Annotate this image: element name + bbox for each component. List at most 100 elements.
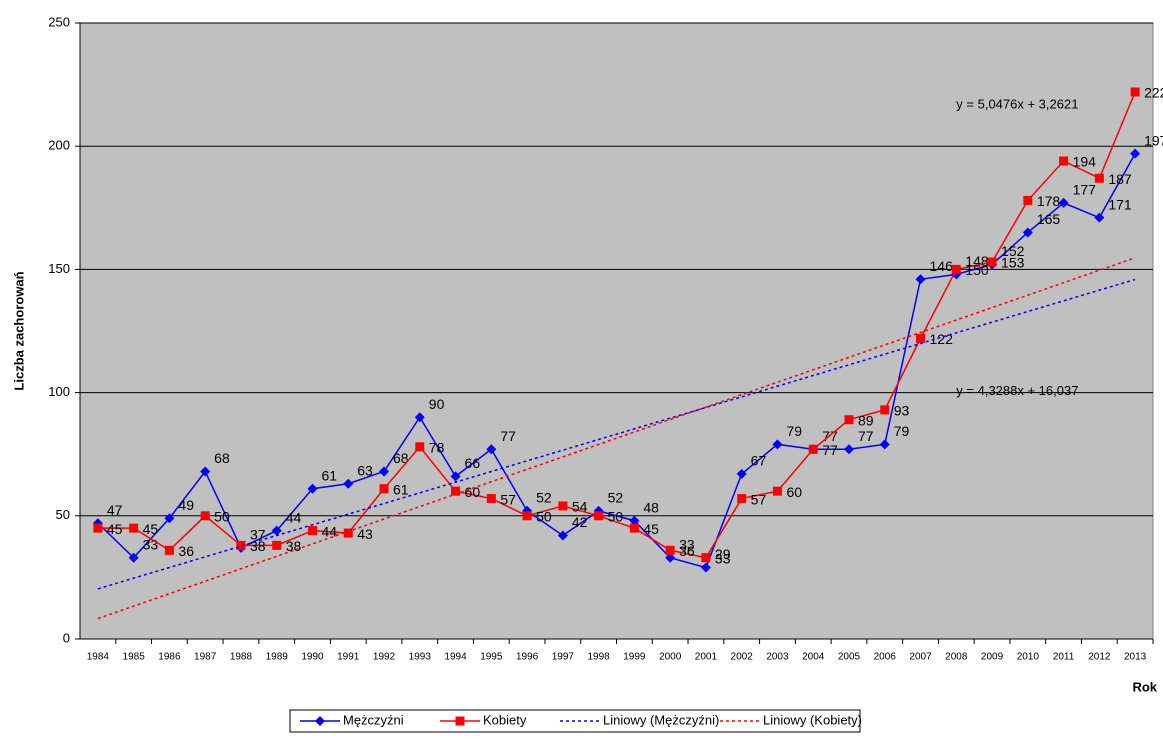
x-tick-label: 1995 [480, 652, 503, 663]
x-tick-label: 2007 [909, 652, 932, 663]
x-tick-label: 2008 [945, 652, 968, 663]
x-tick-label: 2004 [802, 652, 825, 663]
data-label: 33 [715, 550, 731, 566]
x-tick-label: 2001 [695, 652, 718, 663]
x-tick-label: 2013 [1124, 652, 1147, 663]
x-axis-label: Rok [1132, 679, 1157, 694]
marker [164, 545, 174, 555]
data-label: 146 [930, 258, 954, 274]
data-label: 171 [1108, 196, 1132, 212]
marker [415, 442, 425, 452]
x-tick-label: 1985 [123, 652, 146, 663]
marker [379, 466, 390, 477]
data-label: 45 [107, 521, 123, 537]
marker [629, 515, 640, 526]
data-label: 90 [429, 396, 445, 412]
data-label: 37 [250, 527, 266, 543]
data-label: 57 [500, 491, 516, 507]
marker [200, 466, 211, 477]
data-label: 49 [178, 497, 194, 513]
marker [1094, 212, 1105, 223]
legend-label: Liniowy (Kobiety) [763, 712, 862, 727]
data-label: 93 [894, 403, 910, 419]
marker [736, 468, 747, 479]
x-tick-label: 2000 [659, 652, 682, 663]
x-tick-label: 2005 [838, 652, 861, 663]
marker [987, 257, 997, 267]
marker [844, 415, 854, 425]
data-label: 29 [715, 546, 731, 562]
y-tick-label: 100 [48, 384, 70, 399]
marker [486, 444, 497, 455]
marker [1059, 156, 1069, 166]
data-label: 194 [1073, 154, 1097, 170]
data-label: 153 [1001, 255, 1025, 271]
data-label: 152 [1001, 243, 1025, 259]
data-label: 36 [679, 543, 695, 559]
marker [1058, 197, 1069, 208]
marker [1022, 227, 1033, 238]
marker [557, 530, 568, 541]
y-axis-label: Liczba zachorowań [11, 271, 26, 390]
data-label: 60 [786, 484, 802, 500]
data-label: 122 [930, 331, 954, 347]
x-tick-label: 2009 [981, 652, 1004, 663]
data-label: 50 [608, 509, 624, 525]
marker [450, 471, 461, 482]
data-label: 44 [286, 509, 302, 525]
data-label: 187 [1108, 171, 1132, 187]
x-tick-label: 2006 [874, 652, 897, 663]
marker [200, 511, 210, 521]
marker [629, 523, 639, 533]
legend-marker [315, 716, 325, 726]
x-tick-label: 1989 [266, 652, 289, 663]
marker [843, 444, 854, 455]
marker [558, 501, 568, 511]
marker [451, 486, 461, 496]
marker [1130, 87, 1140, 97]
data-label: 38 [250, 538, 266, 554]
data-label: 150 [965, 262, 989, 278]
data-label: 63 [357, 462, 373, 478]
marker [915, 274, 926, 285]
data-label: 44 [321, 523, 337, 539]
data-label: 50 [536, 509, 552, 525]
data-label: 177 [1073, 182, 1097, 198]
marker [343, 528, 353, 538]
marker [880, 405, 890, 415]
x-tick-label: 1993 [409, 652, 432, 663]
marker [701, 553, 711, 563]
series-line [97, 153, 1136, 569]
x-tick-label: 1986 [158, 652, 181, 663]
data-label: 52 [608, 490, 624, 506]
marker [522, 511, 532, 521]
x-tick-label: 1996 [516, 652, 539, 663]
data-label: 33 [679, 536, 695, 552]
data-label: 77 [858, 428, 874, 444]
data-label: 68 [393, 450, 409, 466]
data-label: 36 [178, 543, 194, 559]
marker [916, 333, 926, 343]
data-label: 45 [143, 521, 159, 537]
data-label: 222 [1144, 85, 1163, 101]
x-tick-label: 1988 [230, 652, 253, 663]
x-tick-label: 2012 [1088, 652, 1111, 663]
marker [951, 264, 961, 274]
data-label: 61 [321, 467, 337, 483]
legend-marker [455, 716, 465, 726]
data-label: 148 [965, 253, 989, 269]
data-label: 45 [643, 521, 659, 537]
data-label: 89 [858, 412, 874, 428]
trend-equation: y = 5,0476x + 3,2621 [956, 97, 1078, 112]
data-label: 54 [572, 499, 588, 515]
data-label: 48 [643, 499, 659, 515]
x-tick-label: 1984 [87, 652, 110, 663]
marker [700, 562, 711, 573]
data-label: 197 [1144, 132, 1163, 148]
marker [665, 552, 676, 563]
data-label: 57 [751, 491, 767, 507]
marker [1023, 195, 1033, 205]
x-tick-label: 1998 [587, 652, 610, 663]
x-tick-label: 1987 [194, 652, 217, 663]
x-tick-label: 1997 [552, 652, 575, 663]
